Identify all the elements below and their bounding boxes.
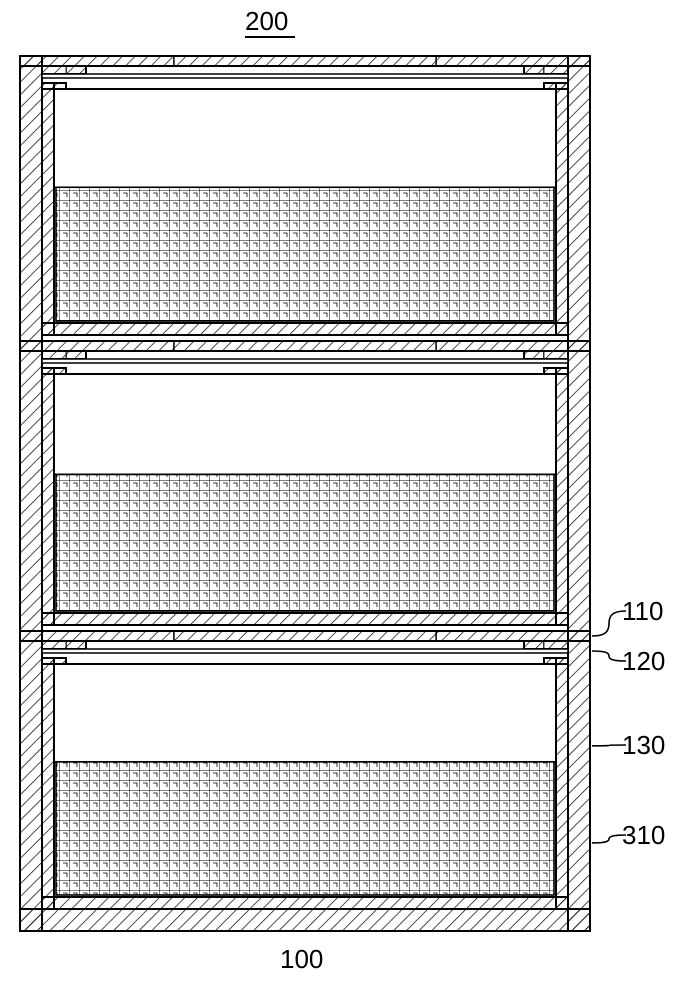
label-110: 110	[622, 598, 663, 624]
bottom-label: 100	[280, 946, 323, 972]
figure-root: 200 100 110 120 130 310	[0, 0, 693, 987]
label-130: 130	[622, 732, 665, 758]
assembly-label: 200	[245, 8, 295, 38]
assembly-underline	[245, 36, 295, 38]
diagram-svg	[0, 0, 693, 987]
label-200: 200	[245, 6, 288, 36]
label-310: 310	[622, 822, 665, 848]
label-120: 120	[622, 648, 665, 674]
